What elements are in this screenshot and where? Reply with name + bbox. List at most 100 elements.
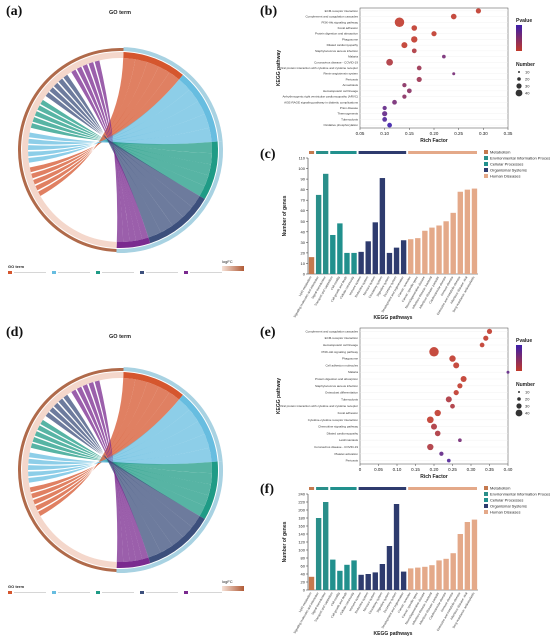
chord-legend-title: GO term	[8, 584, 24, 589]
y-axis-title: KEGG pathway	[276, 378, 282, 414]
bar	[372, 572, 378, 590]
group-header-bar	[358, 151, 407, 154]
data-point	[479, 342, 485, 348]
group-header-bar	[316, 151, 329, 154]
x-tick-label: 0.05	[356, 131, 365, 136]
panel-label-d: (d)	[6, 325, 24, 340]
data-point	[453, 390, 459, 396]
x-tick-label: 0.35	[485, 467, 494, 472]
y-tick-label: 100	[298, 548, 305, 553]
legend-size-label: 20	[525, 397, 530, 402]
data-point	[431, 31, 437, 37]
chord-ribbon	[45, 412, 200, 528]
go-term-block	[123, 52, 183, 80]
y-axis-title: Number of genes	[282, 521, 288, 562]
legend-swatch	[484, 150, 488, 154]
y-tick-label: Viral protein interaction with cytokine …	[280, 66, 358, 70]
data-point	[411, 36, 418, 43]
legend-label: Human Diseases	[490, 510, 520, 515]
bar	[315, 194, 322, 274]
go-term-outer-ring	[123, 367, 187, 395]
chord-ribbon	[37, 425, 209, 506]
go-term-block	[199, 461, 218, 519]
legend-swatch	[484, 156, 488, 160]
legend-label: Cellular Processes	[490, 498, 523, 503]
chord-ribbon	[49, 407, 193, 538]
data-point	[382, 111, 388, 117]
chord-ribbon	[30, 443, 212, 474]
chord-ribbon	[88, 62, 130, 242]
data-point	[426, 416, 434, 424]
chord-ribbon	[34, 111, 211, 176]
go-term-block	[199, 141, 218, 199]
go-term-block	[116, 237, 151, 248]
data-point	[402, 94, 407, 99]
y-tick-label: Focal adhesion	[338, 411, 359, 415]
kegg-bubble-chart-b: ECM-receptor interaction Complement and c…	[276, 7, 535, 144]
bar	[400, 571, 407, 590]
chord-ribbon	[82, 384, 136, 562]
y-tick-label: PI3K-Akt signaling pathway	[321, 350, 358, 354]
data-point	[394, 17, 405, 28]
chord-legend-swatch	[8, 271, 12, 274]
y-tick-label: Chemokine signaling pathway	[318, 425, 358, 429]
chord-ribbon	[28, 434, 210, 465]
x-tick-label: 0.25	[454, 131, 463, 136]
data-point	[460, 376, 467, 382]
y-tick-label: 220	[298, 500, 305, 505]
group-header-bar	[330, 151, 357, 154]
bar	[344, 564, 350, 590]
logfc-colorbar	[222, 266, 244, 271]
data-point	[483, 335, 489, 341]
y-tick-label: 10	[301, 261, 306, 266]
chord-ribbon	[38, 58, 136, 196]
y-tick-label: Staphylococcus aureus infection	[315, 49, 358, 53]
y-tick-label: ECM-receptor interaction	[325, 336, 359, 340]
data-point	[406, 88, 412, 94]
legend-size-dot	[515, 409, 523, 417]
bar	[323, 502, 329, 590]
chord-legend-swatch	[140, 591, 144, 594]
chord-ribbon	[40, 99, 205, 196]
legend-size-label: 20	[525, 77, 530, 82]
bar	[358, 251, 364, 274]
go-term-outer-ring	[116, 244, 152, 253]
bar	[471, 519, 478, 590]
x-axis-title: KEGG pathways	[374, 631, 413, 637]
chord-legend-swatch	[52, 271, 56, 274]
chord-diagram-a: GO term GO term logFC	[8, 10, 244, 274]
y-tick-label: 40	[301, 229, 306, 234]
legend-label: Organismal Systems	[490, 168, 527, 173]
bar	[443, 221, 449, 274]
y-tick-label: 30	[301, 240, 306, 245]
y-tick-label: Leishmaniasis	[339, 438, 359, 442]
legend-colorbar	[516, 25, 522, 51]
legend-swatch	[484, 174, 488, 178]
y-tick-label: Malaria	[348, 370, 358, 374]
data-point	[439, 451, 444, 456]
bar	[323, 173, 329, 274]
legend-swatch	[484, 162, 488, 166]
x-axis-title: KEGG pathways	[374, 315, 413, 321]
bar	[450, 553, 456, 590]
x-tick-label: 0	[359, 467, 362, 472]
legend-size-label: 40	[525, 91, 530, 96]
legend-size-dot	[516, 83, 522, 89]
bar	[365, 241, 371, 274]
bar	[400, 240, 407, 274]
y-tick-label: 80	[301, 556, 306, 561]
x-tick-label: 0.25	[448, 467, 457, 472]
y-tick-label: Phagosome	[342, 357, 358, 361]
x-tick-label: 0.30	[467, 467, 476, 472]
y-tick-label: 0	[303, 272, 306, 277]
data-point	[452, 72, 456, 76]
panel-label-a: (a)	[6, 4, 23, 19]
data-point	[434, 430, 441, 437]
chord-ribbon	[31, 66, 170, 179]
x-tick-label: 0.05	[374, 467, 383, 472]
bar	[422, 566, 428, 590]
y-tick-label: 40	[301, 572, 306, 577]
y-tick-label: Prion disease	[340, 106, 359, 110]
y-tick-label: PI3K-Akt signaling pathway	[321, 20, 358, 24]
chord-legend-swatch	[96, 271, 100, 274]
